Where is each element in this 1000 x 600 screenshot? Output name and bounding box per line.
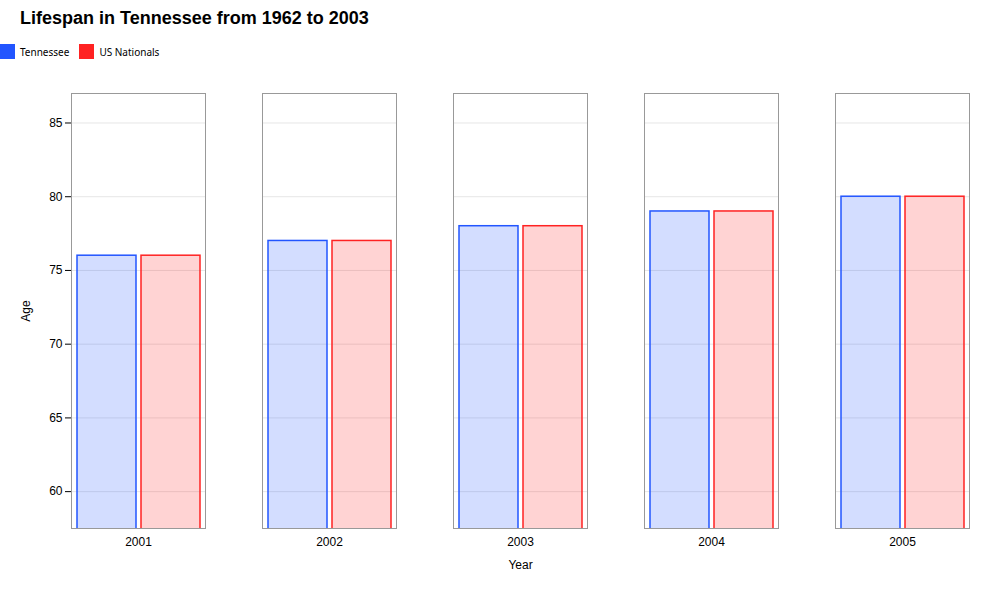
svg-text:2004: 2004	[698, 535, 725, 549]
svg-text:2001: 2001	[125, 535, 152, 549]
svg-text:Age: Age	[19, 300, 33, 322]
html-text:US Nationals: US Nationals	[99, 44, 160, 59]
svg-text:2003: 2003	[507, 535, 534, 549]
svg-text:70: 70	[49, 337, 63, 351]
svg-text:65: 65	[49, 411, 63, 425]
svg-text:2002: 2002	[316, 535, 343, 549]
svg-text:60: 60	[49, 484, 63, 498]
svg-text:85: 85	[49, 116, 63, 130]
html-text:Lifespan in Tennessee from 196: Lifespan in Tennessee from 1962 to 2003	[20, 8, 369, 28]
svg-text:2005: 2005	[889, 535, 916, 549]
svg-text:80: 80	[49, 190, 63, 204]
svg-text:Year: Year	[508, 558, 532, 572]
svg-text:75: 75	[49, 263, 63, 277]
html-text:Tennessee: Tennessee	[20, 44, 70, 59]
